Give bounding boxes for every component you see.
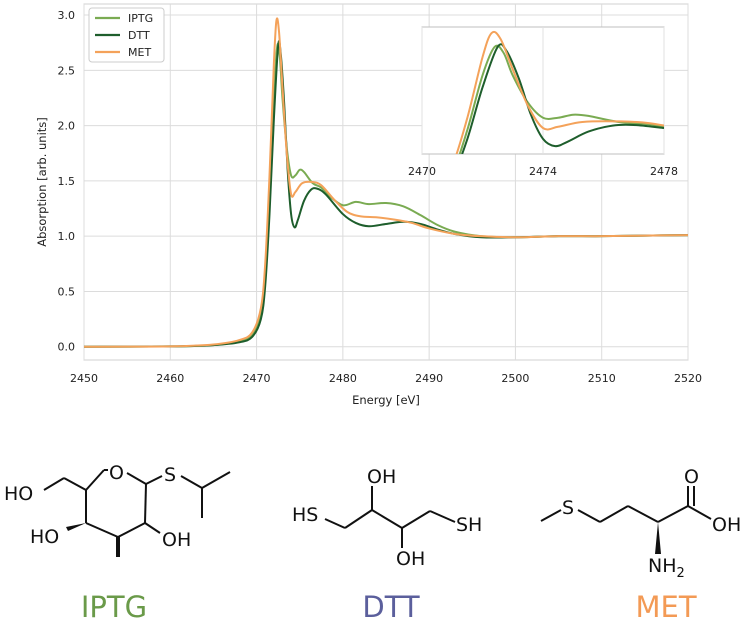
y-tick-label: 2.5	[58, 64, 76, 77]
x-tick-label: 2470	[243, 372, 271, 385]
legend-label-dtt: DTT	[128, 29, 150, 42]
series-line-met	[83, 17, 689, 348]
y-axis-label: Absorption [arb. units]	[35, 117, 49, 247]
inset-x-tick-label: 2478	[650, 165, 678, 178]
x-axis-label: Energy [eV]	[352, 393, 420, 407]
main-series	[83, 17, 689, 348]
met-structure	[540, 486, 712, 554]
met-sulfur: S	[562, 497, 574, 519]
legend: IPTG DTT MET	[88, 7, 165, 63]
iptg-structure	[43, 469, 231, 557]
x-tick-label: 2510	[588, 372, 616, 385]
x-tick-label: 2520	[674, 372, 702, 385]
iptg-sulfur: S	[164, 464, 176, 486]
y-tick-label: 3.0	[58, 9, 76, 22]
x-tick-label: 2460	[156, 372, 184, 385]
y-tick-label: 1.0	[58, 230, 76, 243]
main-x-ticks: 2450 2460 2470 2480 2490 2500 2510 2520	[70, 372, 702, 385]
legend-box	[88, 7, 165, 63]
caption-met: MET	[635, 590, 696, 624]
dtt-hs: HS	[292, 504, 318, 526]
inset-x-tick-label: 2470	[408, 165, 436, 178]
dtt-oh-bottom: OH	[396, 548, 425, 570]
dtt-sh: SH	[456, 514, 482, 536]
met-nh2: NH2	[648, 555, 685, 581]
inset-series-line-met	[455, 30, 664, 154]
legend-label-met: MET	[128, 46, 151, 59]
y-tick-label: 1.5	[58, 175, 76, 188]
y-tick-label: 0.0	[58, 341, 76, 354]
x-tick-label: 2450	[70, 372, 98, 385]
dtt-labels: OH HS SH OH	[292, 466, 482, 570]
inset-x-ticks: 2470 2474 2478	[408, 165, 678, 178]
inset-x-tick-label: 2474	[529, 165, 557, 178]
x-tick-label: 2480	[329, 372, 357, 385]
dtt-structure	[324, 486, 456, 548]
legend-label-iptg: IPTG	[128, 12, 153, 25]
x-tick-label: 2490	[415, 372, 443, 385]
iptg-ring-oxygen: O	[109, 462, 124, 484]
iptg-oh-right: OH	[162, 529, 191, 551]
y-tick-label: 0.5	[58, 285, 76, 298]
inset-plot: 2470 2474 2478	[408, 26, 678, 178]
inset-grid	[421, 27, 665, 154]
met-oh: OH	[712, 514, 741, 536]
caption-iptg: IPTG	[81, 590, 147, 624]
iptg-ho-top: HO	[4, 483, 33, 505]
main-y-ticks: 0.0 0.5 1.0 1.5 2.0 2.5 3.0	[58, 9, 76, 354]
met-carbonyl-oxygen: O	[684, 466, 699, 488]
met-labels: S O OH NH2	[562, 466, 741, 581]
dtt-oh-top: OH	[367, 466, 396, 488]
caption-dtt: DTT	[362, 590, 420, 624]
x-tick-label: 2500	[501, 372, 529, 385]
y-tick-label: 2.0	[58, 120, 76, 133]
iptg-ho-left: HO	[30, 526, 59, 548]
inset-series	[455, 30, 664, 154]
iptg-labels: HO O S HO OH	[4, 462, 191, 551]
